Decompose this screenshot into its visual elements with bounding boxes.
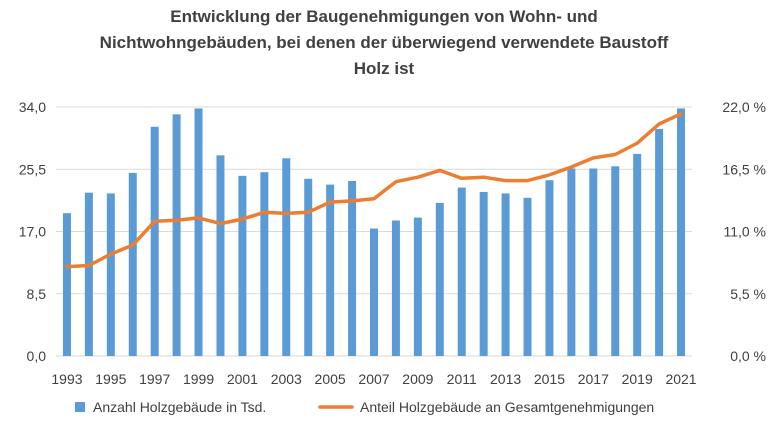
x-tick-label: 2009 — [402, 371, 433, 387]
bar — [501, 193, 510, 356]
bar — [391, 220, 400, 356]
bar — [62, 213, 71, 356]
bar — [128, 172, 137, 356]
bar — [194, 108, 203, 356]
x-tick-label: 2003 — [271, 371, 302, 387]
x-tick-label: 2015 — [534, 371, 565, 387]
line-series — [65, 112, 683, 269]
legend-label-line: Anteil Holzgebäude an Gesamtgenehmigunge… — [360, 399, 654, 415]
chart-title: Entwicklung der Baugenehmigungen von Woh… — [0, 4, 768, 82]
bar — [106, 193, 115, 356]
x-tick-label: 2005 — [315, 371, 346, 387]
bar — [589, 168, 598, 356]
bar — [479, 191, 488, 356]
chart-title-line-2: Nichtwohngebäuden, bei denen der überwie… — [99, 33, 669, 52]
legend-label-bars: Anzahl Holzgebäude in Tsd. — [93, 399, 266, 415]
bar — [633, 153, 642, 356]
x-tick-label: 1993 — [51, 371, 82, 387]
bar — [413, 217, 422, 356]
x-tick-label: 2001 — [227, 371, 258, 387]
bar — [260, 172, 269, 356]
y-left-tick-label: 25,5 — [19, 161, 46, 177]
y-right-tick-label: 16,5 % — [722, 161, 766, 177]
bar — [150, 126, 159, 356]
x-tick-label: 2019 — [622, 371, 653, 387]
x-tick-label: 2017 — [578, 371, 609, 387]
chart-title-line-3: Holz ist — [353, 59, 415, 78]
y-left-tick-label: 8,5 — [27, 286, 47, 302]
x-tick-label: 2013 — [490, 371, 521, 387]
x-tick-label: 1997 — [139, 371, 170, 387]
bar — [282, 158, 291, 356]
bar — [304, 178, 313, 356]
x-tick-label: 2021 — [665, 371, 696, 387]
bar — [655, 128, 664, 356]
bar — [348, 180, 357, 356]
x-tick-label: 1995 — [95, 371, 126, 387]
bar — [545, 180, 554, 356]
x-tick-label: 2007 — [358, 371, 389, 387]
y-left-tick-label: 0,0 — [27, 348, 47, 364]
legend-swatch-bars — [75, 402, 85, 412]
bar — [326, 184, 335, 356]
y-right-tick-label: 0,0 % — [730, 348, 766, 364]
chart-title-line-1: Entwicklung der Baugenehmigungen von Woh… — [170, 7, 598, 26]
bar — [567, 168, 576, 356]
bar — [611, 166, 620, 356]
y-left-tick-label: 34,0 — [19, 99, 46, 115]
y-left-tick-label: 17,0 — [19, 224, 46, 240]
bar — [216, 155, 225, 356]
bar — [677, 108, 686, 356]
bar — [523, 197, 532, 356]
y-right-tick-label: 22,0 % — [722, 99, 766, 115]
bar — [457, 187, 466, 356]
bar — [238, 175, 247, 356]
x-tick-label: 2011 — [447, 371, 477, 387]
x-tick-label: 1999 — [183, 371, 214, 387]
bar — [84, 192, 93, 356]
y-right-tick-label: 5,5 % — [730, 286, 766, 302]
bar — [172, 114, 181, 356]
bar — [435, 202, 444, 356]
y-right-tick-label: 11,0 % — [723, 224, 766, 240]
bar — [370, 228, 378, 356]
